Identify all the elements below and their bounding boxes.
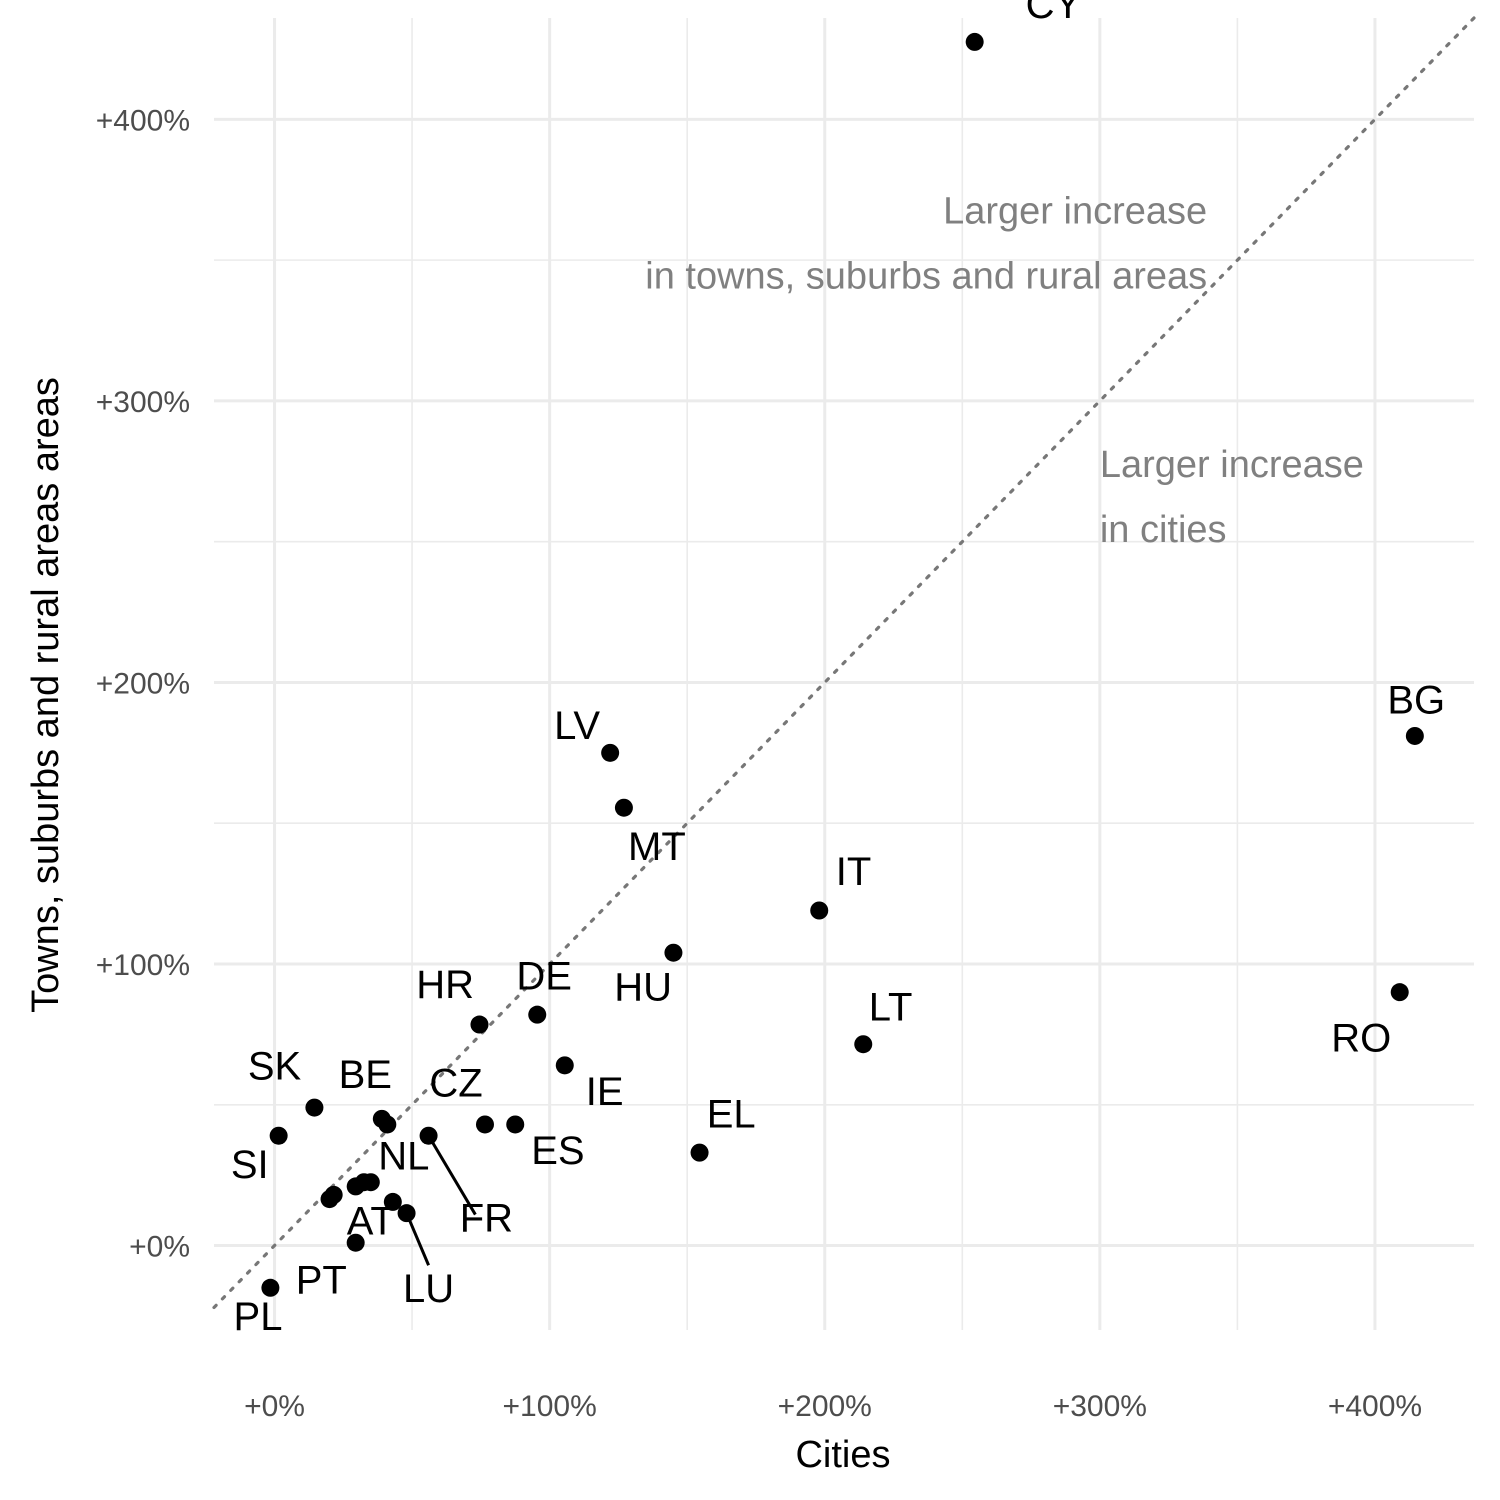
data-point: [346, 1233, 365, 1252]
data-point: [810, 901, 829, 920]
data-point: [305, 1098, 324, 1117]
point-label: SI: [231, 1143, 269, 1187]
major-gridlines: [214, 18, 1474, 1330]
point-label: SK: [248, 1044, 302, 1088]
data-point: [854, 1035, 873, 1054]
point-label: DE: [516, 954, 572, 998]
point-label: CY: [1026, 0, 1082, 27]
x-tick-label: +200%: [778, 1390, 872, 1423]
x-tick-label: +100%: [503, 1390, 597, 1423]
x-tick-label: +0%: [244, 1390, 305, 1423]
point-label: PL: [234, 1295, 283, 1339]
point-label: NL: [378, 1135, 429, 1179]
data-point: [601, 743, 620, 762]
data-point: [614, 798, 633, 817]
point-label: LV: [554, 704, 600, 748]
data-point: [419, 1126, 438, 1145]
point-label: HR: [416, 963, 474, 1007]
annotations: Larger increase in towns, suburbs and rur…: [645, 191, 1364, 551]
x-tick-labels: +0% +100% +200% +300% +400%: [244, 1390, 1422, 1423]
y-tick-label: +400%: [96, 104, 190, 137]
data-point: [528, 1005, 547, 1024]
data-point: [383, 1192, 402, 1211]
data-point: [354, 1173, 373, 1192]
data-point: [475, 1115, 494, 1134]
data-point: [470, 1015, 489, 1034]
annotation-text: in cities: [1100, 509, 1227, 551]
data-point: [664, 943, 683, 962]
data-point: [965, 32, 984, 51]
label-leader-line: [405, 1212, 430, 1266]
data-point: [372, 1109, 391, 1128]
point-label: PT: [296, 1258, 347, 1302]
data-point: [269, 1126, 288, 1145]
minor-gridlines: [214, 18, 1474, 1330]
x-tick-label: +300%: [1053, 1390, 1147, 1423]
point-label: BE: [339, 1053, 392, 1097]
reference-line: [212, 16, 1476, 1310]
data-point: [555, 1056, 574, 1075]
data-point: [320, 1190, 339, 1209]
y-tick-label: +300%: [96, 386, 190, 419]
x-tick-label: +400%: [1328, 1390, 1422, 1423]
point-label: LU: [403, 1267, 454, 1311]
point-label: HU: [614, 966, 672, 1010]
leader-lines: [405, 1134, 477, 1266]
data-points: [261, 32, 1424, 1297]
point-label: LT: [869, 985, 913, 1029]
point-label: IE: [586, 1070, 624, 1114]
data-point: [1405, 726, 1424, 745]
data-point: [690, 1143, 709, 1162]
y-tick-label: +100%: [96, 949, 190, 982]
diagonal-reference-line: [212, 16, 1476, 1310]
point-labels: CY BG RO LV MT IT HU LT HR DE IE EL ES SK BE CZ SI NL FR AT…: [231, 0, 1445, 1339]
y-tick-label: +200%: [96, 667, 190, 700]
y-tick-labels: +0% +100% +200% +300% +400%: [96, 104, 190, 1263]
data-point: [1390, 983, 1409, 1002]
point-label: ES: [531, 1129, 584, 1173]
label-leader-line: [427, 1134, 477, 1216]
point-label: AT: [347, 1199, 395, 1243]
data-point: [261, 1278, 280, 1297]
point-label: EL: [707, 1092, 756, 1136]
annotation-text: Larger increase: [943, 191, 1207, 233]
point-label: MT: [628, 825, 686, 869]
point-label: IT: [836, 850, 872, 894]
point-label: RO: [1331, 1016, 1391, 1060]
point-label: CZ: [429, 1061, 482, 1105]
annotation-text: in towns, suburbs and rural areas: [645, 256, 1207, 298]
annotation-text: Larger increase: [1100, 444, 1364, 486]
point-label: BG: [1387, 678, 1445, 722]
point-label: FR: [460, 1196, 513, 1240]
data-point: [397, 1204, 416, 1223]
y-axis-title: Towns, suburbs and rural areas areas: [25, 377, 67, 1013]
data-point: [506, 1115, 525, 1134]
y-tick-label: +0%: [129, 1231, 190, 1264]
x-axis-title: Cities: [795, 1434, 890, 1476]
